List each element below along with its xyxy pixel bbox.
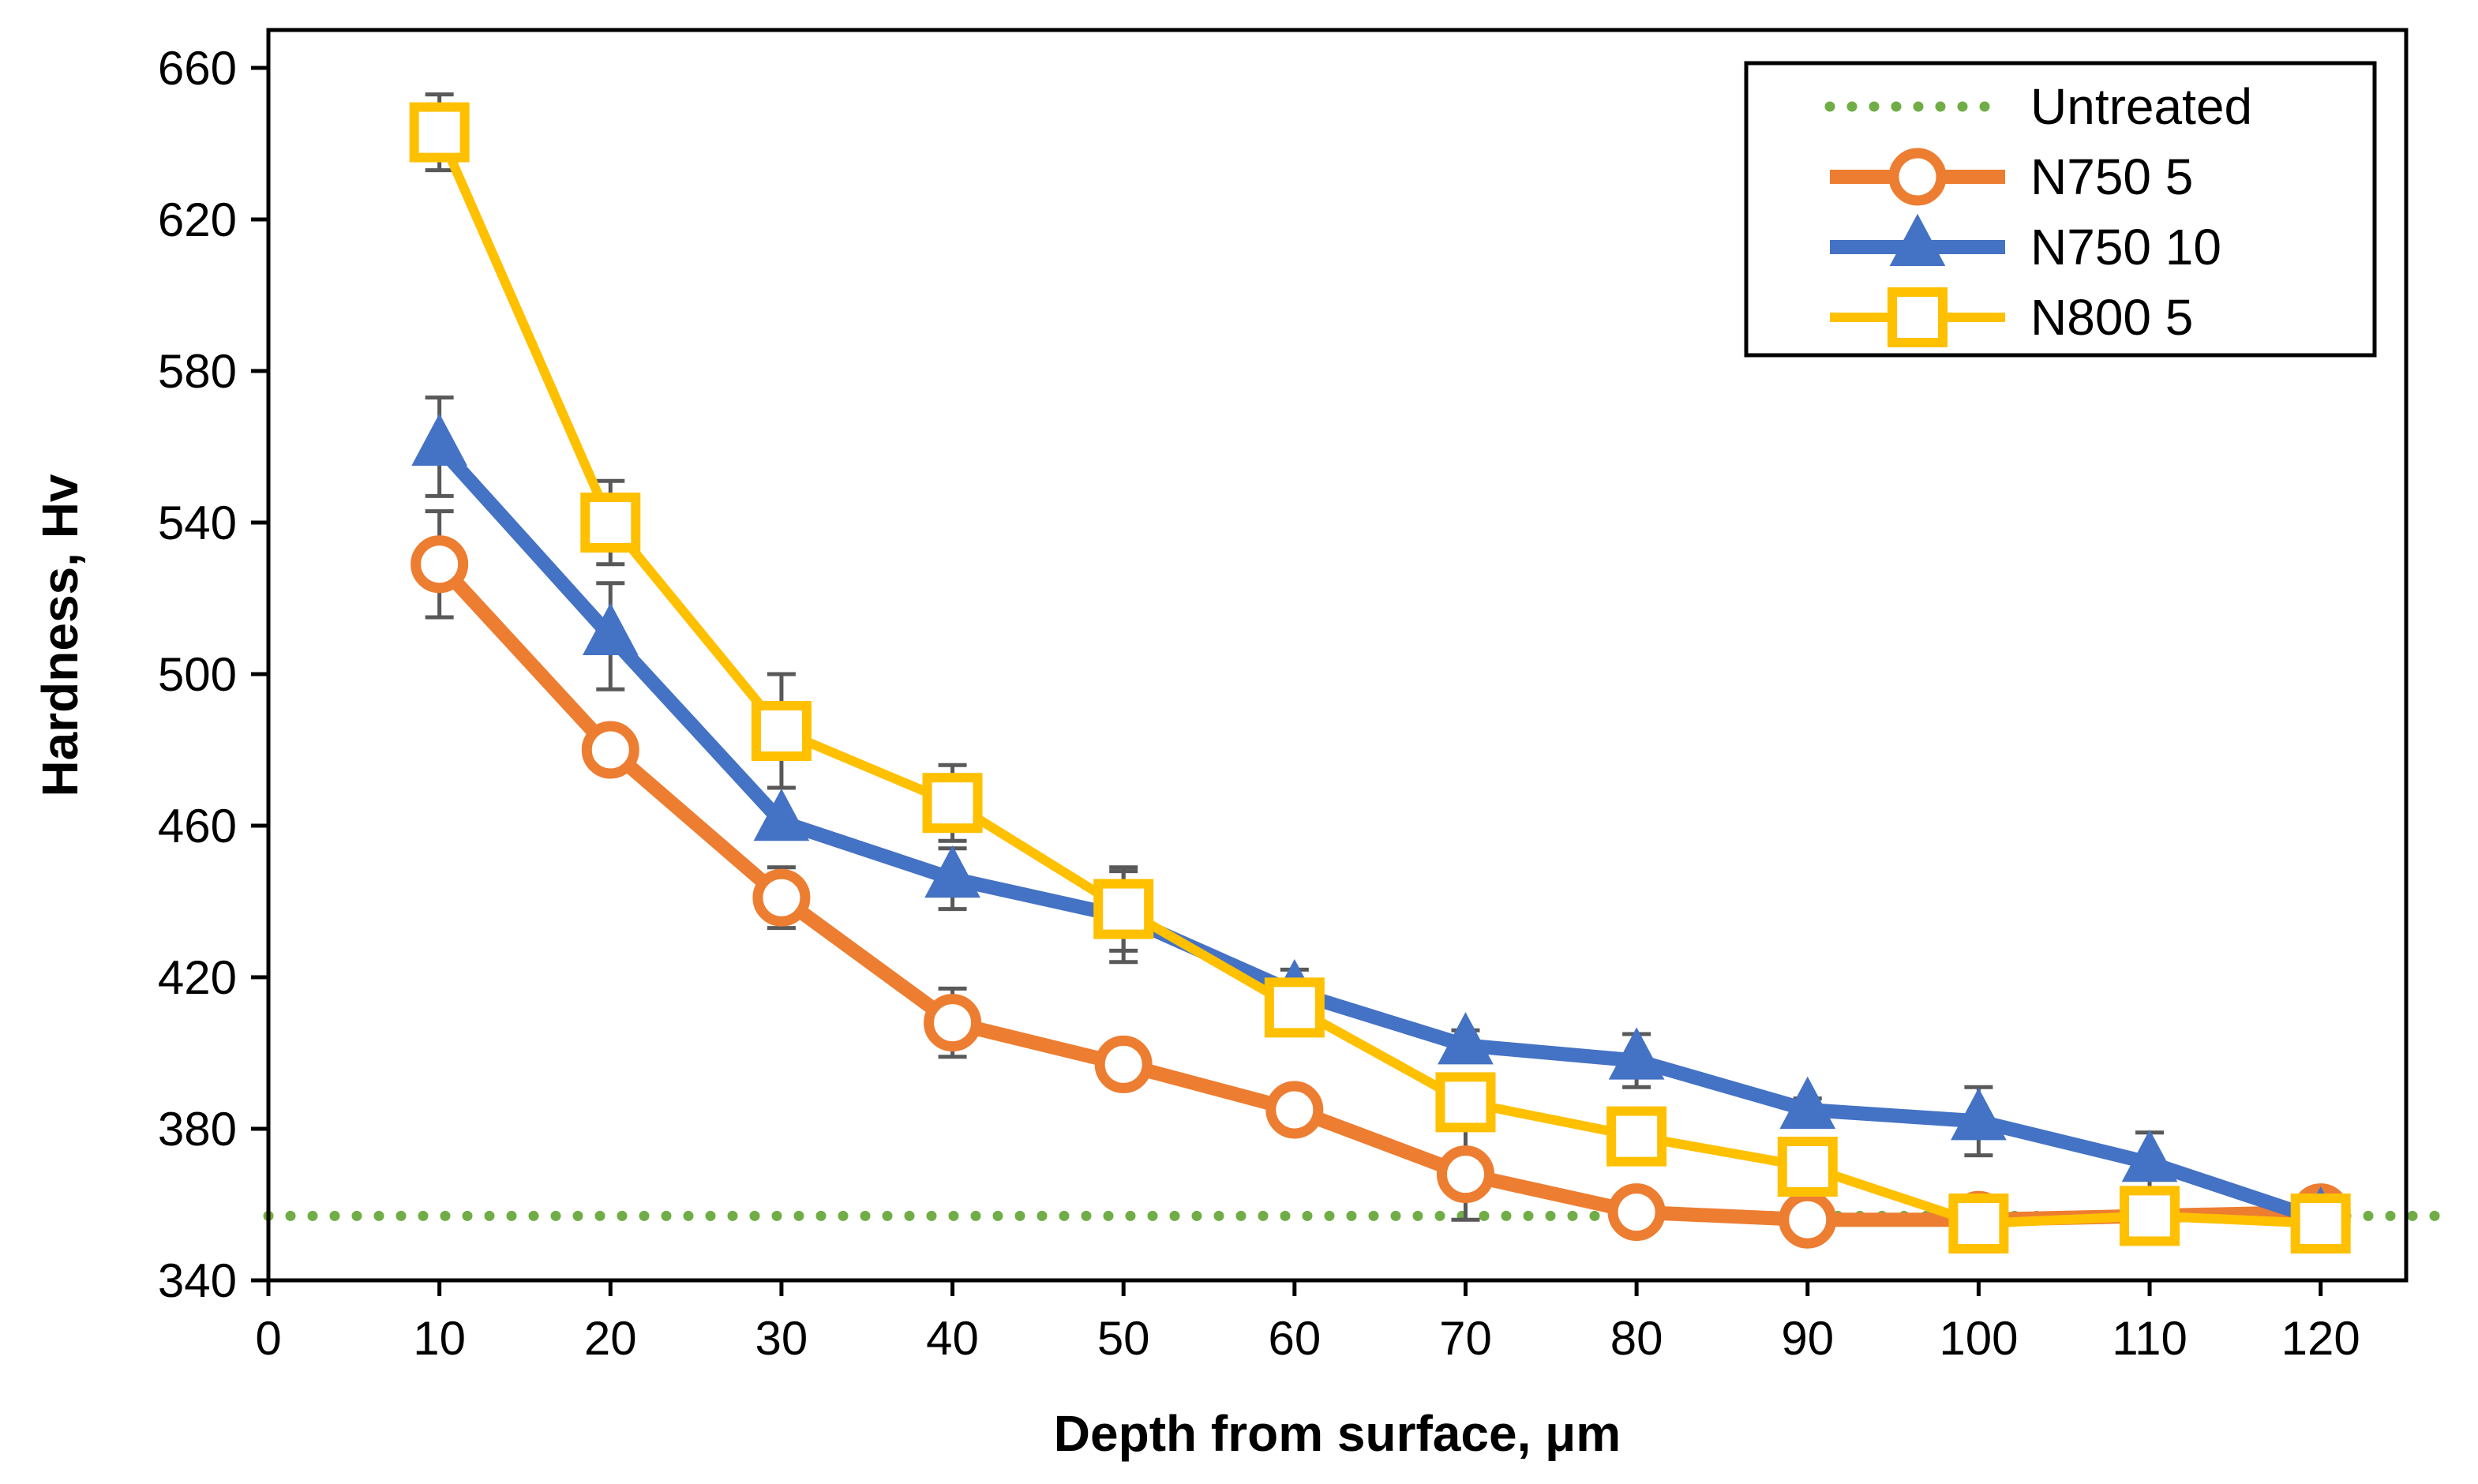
y-tick-label: 380 bbox=[158, 1103, 237, 1156]
data-point-n800-5 bbox=[1777, 1137, 1838, 1197]
y-axis-title: Hardness, Hv bbox=[32, 474, 88, 796]
data-point-n750-10 bbox=[1438, 1012, 1494, 1065]
legend-marker-n750-5 bbox=[1888, 148, 1947, 206]
x-tick-label: 80 bbox=[1610, 1312, 1663, 1365]
y-tick-label: 660 bbox=[158, 42, 237, 95]
x-tick-label: 30 bbox=[755, 1312, 808, 1365]
legend-marker-n750-10 bbox=[1889, 213, 1946, 266]
series-line-n750-10 bbox=[432, 440, 2328, 1227]
data-point-n800-5 bbox=[1264, 977, 1325, 1038]
y-tick-label: 540 bbox=[158, 497, 237, 549]
data-point-n750-5 bbox=[1265, 1081, 1324, 1139]
legend-item-n750-10: N750 10 bbox=[1830, 213, 2221, 275]
data-point-n750-5 bbox=[924, 994, 982, 1052]
x-axis-title: Depth from surface, μm bbox=[1054, 1405, 1621, 1462]
data-point-n750-10 bbox=[1779, 1076, 1836, 1129]
y-tick-label: 460 bbox=[158, 800, 237, 853]
legend-label-n750-10: N750 10 bbox=[2030, 219, 2221, 275]
data-point-n800-5 bbox=[2120, 1186, 2180, 1246]
legend-label-untreated: Untreated bbox=[2030, 78, 2252, 135]
legend-item-n750-5: N750 5 bbox=[1830, 148, 2193, 206]
data-point-n750-5 bbox=[1094, 1035, 1153, 1093]
legend-item-untreated: Untreated bbox=[1824, 78, 2252, 135]
data-point-n750-10 bbox=[753, 788, 810, 841]
data-point-n750-5 bbox=[581, 721, 639, 779]
data-point-n800-5 bbox=[1606, 1106, 1667, 1167]
x-tick-label: 100 bbox=[1939, 1312, 2018, 1365]
y-tick-label: 580 bbox=[158, 345, 237, 398]
plot-frame bbox=[266, 28, 2409, 1283]
x-tick-label: 110 bbox=[2112, 1312, 2187, 1365]
data-point-n750-5 bbox=[1436, 1145, 1494, 1204]
legend: Untreated N750 5 N750 10 N800 5 bbox=[1744, 61, 2377, 358]
data-point-n750-5 bbox=[411, 535, 469, 594]
data-point-n750-5 bbox=[1607, 1183, 1666, 1242]
axes bbox=[251, 28, 2409, 1296]
data-point-n750-10 bbox=[582, 602, 639, 655]
data-point-n800-5 bbox=[409, 102, 470, 163]
data-point-n800-5 bbox=[580, 493, 641, 553]
data-point-n800-5 bbox=[751, 701, 812, 761]
data-point-n800-5 bbox=[1948, 1194, 2009, 1254]
x-tick-label: 50 bbox=[1097, 1312, 1150, 1365]
x-tick-label: 40 bbox=[926, 1312, 979, 1365]
legend-marker-n800-5 bbox=[1888, 287, 1948, 347]
x-tick-label: 60 bbox=[1268, 1312, 1321, 1365]
data-point-n750-10 bbox=[1608, 1027, 1665, 1080]
data-point-n800-5 bbox=[922, 773, 983, 834]
data-point-n750-5 bbox=[1779, 1190, 1837, 1249]
y-tick-label: 340 bbox=[158, 1254, 237, 1307]
y-tick-label: 420 bbox=[158, 951, 237, 1004]
data-point-n800-5 bbox=[2290, 1194, 2351, 1254]
y-tick-label: 500 bbox=[158, 648, 237, 701]
data-point-n750-5 bbox=[752, 868, 811, 927]
tick-labels: 340 380 420 460 500 540 580 620 660 0 10 20 30 40 50 60… bbox=[158, 42, 2360, 1365]
series-markers bbox=[409, 102, 2351, 1254]
x-tick-label: 120 bbox=[2281, 1312, 2360, 1365]
data-point-n800-5 bbox=[1435, 1072, 1496, 1133]
data-point-n750-10 bbox=[2121, 1129, 2178, 1182]
legend-item-n800-5: N800 5 bbox=[1830, 287, 2193, 347]
y-tick-label: 620 bbox=[158, 193, 237, 246]
data-point-n750-10 bbox=[1951, 1088, 2007, 1141]
data-point-n750-10 bbox=[411, 413, 467, 466]
x-tick-label: 20 bbox=[584, 1312, 637, 1365]
x-tick-label: 70 bbox=[1439, 1312, 1492, 1365]
data-point-n750-10 bbox=[924, 845, 980, 898]
data-point-n800-5 bbox=[1093, 879, 1154, 939]
x-tick-label: 90 bbox=[1781, 1312, 1834, 1365]
legend-box bbox=[1744, 61, 2377, 358]
legend-label-n750-5: N750 5 bbox=[2030, 148, 2193, 205]
x-tick-label: 10 bbox=[413, 1312, 466, 1365]
legend-label-n800-5: N800 5 bbox=[2030, 289, 2193, 346]
x-tick-label: 0 bbox=[255, 1312, 281, 1365]
